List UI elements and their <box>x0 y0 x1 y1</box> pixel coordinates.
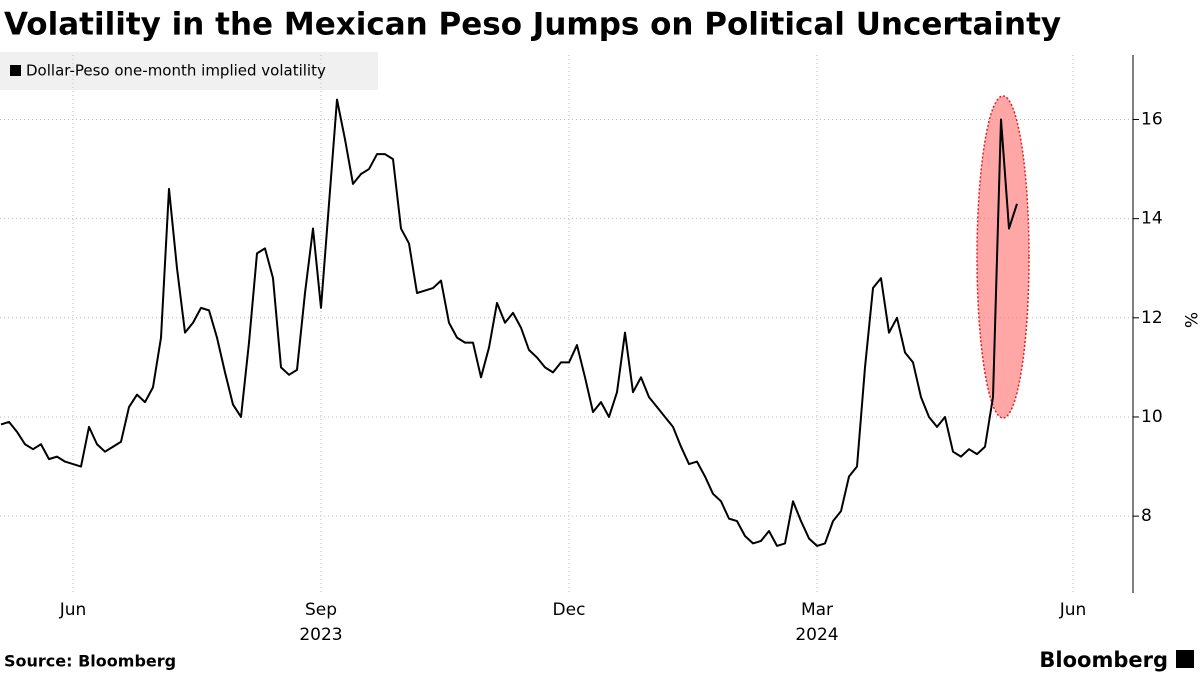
brand-icon <box>1176 650 1194 668</box>
legend-swatch <box>10 65 21 76</box>
y-tick-label: 14 <box>1141 209 1163 229</box>
x-year-label: 2023 <box>299 625 342 645</box>
x-tick-label: Mar <box>801 600 833 620</box>
y-axis-label: % <box>1180 312 1200 328</box>
y-tick-label: 12 <box>1141 308 1163 328</box>
brand: Bloomberg <box>1039 648 1168 672</box>
x-tick-label: Jun <box>1059 600 1087 620</box>
y-tick-label: 8 <box>1141 506 1152 526</box>
chart-title: Volatility in the Mexican Peso Jumps on … <box>4 7 1061 43</box>
legend-label: Dollar-Peso one-month implied volatility <box>26 62 326 80</box>
y-tick-label: 10 <box>1141 407 1163 427</box>
highlight-ellipse <box>976 95 1030 419</box>
x-tick-label: Dec <box>553 600 586 620</box>
source: Source: Bloomberg <box>4 652 176 671</box>
x-tick-label: Jun <box>59 600 87 620</box>
x-tick-label: Sep <box>305 600 337 620</box>
y-tick-label: 16 <box>1141 109 1163 129</box>
legend-box <box>0 52 378 90</box>
x-year-label: 2024 <box>795 625 838 645</box>
line <box>0 98 1018 547</box>
